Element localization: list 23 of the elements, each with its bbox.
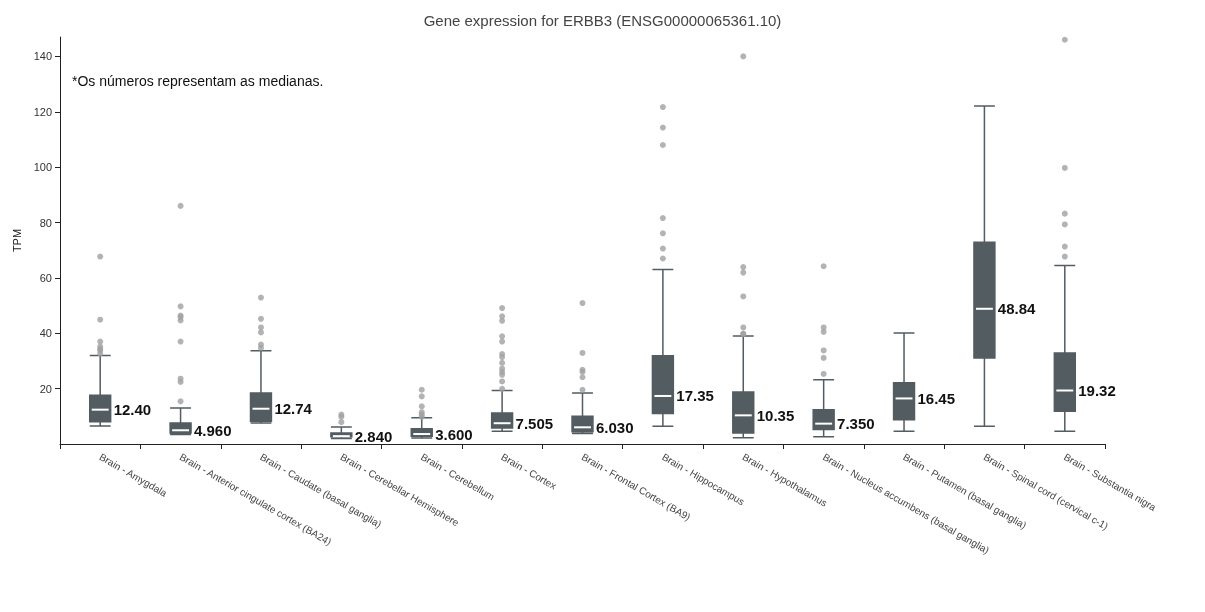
text: 19.32 xyxy=(1078,382,1116,400)
text: 4.960 xyxy=(194,421,232,439)
chart-title: Gene expression for ERBB3 (ENSG00000065361.10) xyxy=(423,12,782,29)
text: 48.84 xyxy=(997,300,1036,318)
y-tick-label: 60 xyxy=(39,271,52,284)
text: 12.40 xyxy=(113,401,152,419)
y-tick-label: 40 xyxy=(39,327,52,340)
text: 12.74 xyxy=(274,400,312,418)
y-axis-title: TPM xyxy=(10,228,23,253)
y-tick-label: 120 xyxy=(33,105,52,118)
text: 6.030 xyxy=(595,418,634,436)
annotation: *Os números representam as medianas. xyxy=(72,73,324,89)
y-tick-label: 80 xyxy=(39,216,52,229)
text: 17.35 xyxy=(676,387,714,405)
text: 16.45 xyxy=(917,389,956,407)
y-tick-label: 140 xyxy=(33,50,52,63)
text: 3.600 xyxy=(435,425,473,443)
text: 2.840 xyxy=(354,427,393,445)
text: 7.505 xyxy=(515,414,554,432)
y-tick-label: 20 xyxy=(39,382,52,395)
y-tick-label: 100 xyxy=(33,161,52,174)
text: 10.35 xyxy=(756,406,795,424)
text: 7.350 xyxy=(837,415,875,433)
